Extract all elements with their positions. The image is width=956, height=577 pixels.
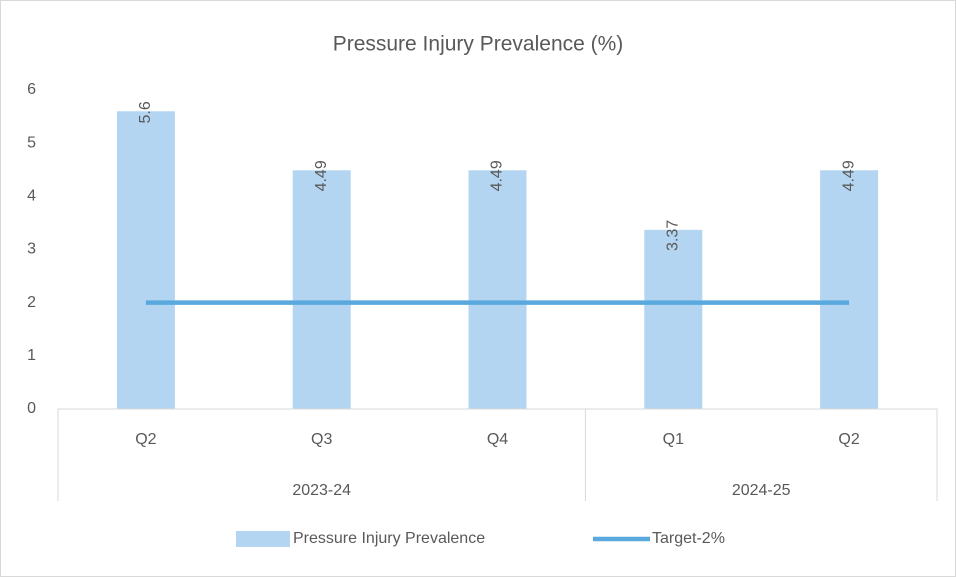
y-tick-label: 6: [27, 81, 36, 98]
data-label: 5.6: [137, 101, 154, 123]
group-label: 2024-25: [732, 482, 791, 499]
y-tick-label: 1: [27, 347, 36, 364]
data-label: 4.49: [840, 160, 857, 191]
y-tick-label: 4: [27, 188, 36, 205]
x-tick-label: Q4: [487, 431, 508, 448]
x-tick-label: Q1: [663, 431, 684, 448]
bar: [644, 229, 703, 409]
bar: [468, 170, 527, 409]
bar: [292, 170, 351, 409]
legend-swatch: [236, 531, 290, 547]
data-label: 3.37: [665, 220, 682, 251]
group-label: 2023-24: [292, 482, 351, 499]
data-label: 4.49: [313, 160, 330, 191]
chart-title: Pressure Injury Prevalence (%): [333, 33, 624, 56]
y-tick-label: 0: [27, 400, 36, 417]
bar: [116, 111, 175, 410]
y-tick-label: 5: [27, 134, 36, 151]
y-tick-label: 3: [27, 241, 36, 258]
data-label: 4.49: [489, 160, 506, 191]
x-tick-label: Q2: [135, 431, 156, 448]
bar: [820, 170, 879, 409]
legend-label: Target-2%: [652, 530, 725, 547]
y-tick-label: 2: [27, 294, 36, 311]
x-tick-label: Q3: [311, 431, 332, 448]
legend-label: Pressure Injury Prevalence: [293, 530, 485, 547]
x-tick-label: Q2: [838, 431, 859, 448]
